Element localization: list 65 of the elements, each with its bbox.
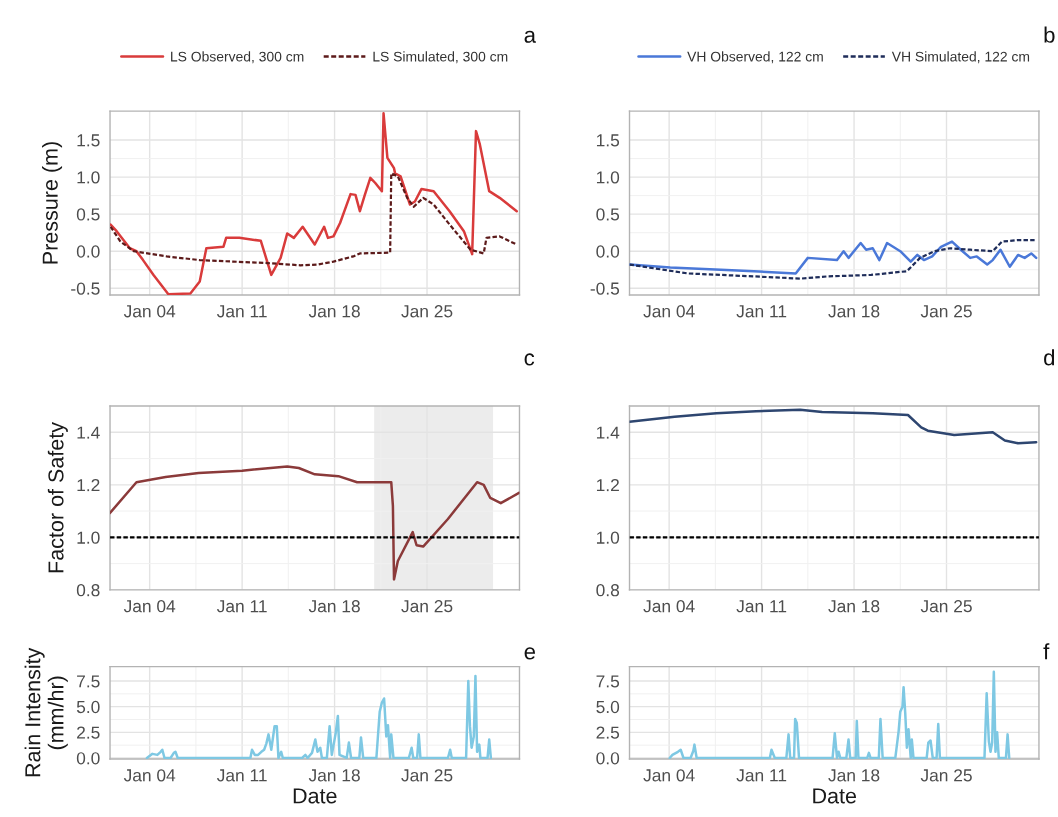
x-tick-label: Jan 04: [643, 600, 695, 613]
y-tick-label: 0.0: [76, 245, 100, 258]
y-tick-label: 0.5: [596, 208, 620, 221]
x-tick-label: Jan 18: [828, 600, 880, 613]
y-axis-title: Factor of Safety: [47, 422, 68, 573]
x-tick-label: Jan 11: [216, 305, 267, 318]
x-tick-label: Jan 18: [308, 600, 360, 613]
y-tick-label: 1.0: [77, 531, 100, 544]
y-tick-label: 5.0: [76, 700, 100, 714]
y-axis-title: Pressure (m): [42, 142, 63, 264]
y-tick-label: 1.2: [77, 479, 100, 492]
chart-title: f: [1043, 643, 1050, 660]
x-tick-label: Jan 04: [643, 769, 695, 782]
x-tick-label: Jan 25: [920, 305, 972, 318]
x-tick-label: Jan 18: [828, 305, 880, 318]
legend-label: LS Observed, 300 cm: [171, 51, 304, 64]
x-tick-label: Jan 04: [123, 305, 176, 318]
legend-label: VH Simulated, 122 cm: [891, 51, 1030, 64]
x-tick-label: Jan 04: [123, 769, 176, 782]
y-tick-label: 1.5: [596, 134, 620, 147]
chart-title: b: [1044, 26, 1055, 43]
y-axis-title: Rain Intensity (mm/hr): [24, 647, 68, 777]
legend-label: LS Simulated, 300 cm: [373, 51, 508, 64]
x-axis-title: Date: [813, 788, 857, 804]
x-tick-label: Jan 11: [216, 769, 267, 782]
y-tick-label: 1.0: [596, 171, 620, 184]
x-tick-label: Jan 11: [736, 769, 787, 782]
x-tick-label: Jan 25: [920, 600, 972, 613]
y-tick-label: 1.5: [77, 134, 100, 147]
x-tick-label: Jan 18: [308, 305, 360, 318]
y-tick-label: 0.5: [76, 208, 100, 221]
y-tick-label: 2.5: [77, 726, 100, 739]
y-tick-label: 0.0: [596, 752, 620, 765]
x-tick-label: Jan 25: [401, 305, 453, 318]
y-tick-label: 5.0: [596, 700, 620, 714]
y-tick-label: 7.5: [77, 675, 100, 688]
y-tick-label: 1.0: [77, 171, 100, 184]
x-tick-label: Jan 11: [736, 305, 787, 318]
y-tick-label: -0.5: [71, 282, 100, 295]
y-tick-label: 1.4: [77, 426, 100, 439]
chart-title: e: [524, 647, 536, 660]
x-tick-label: Jan 25: [401, 600, 453, 613]
y-tick-label: 1.0: [596, 531, 620, 544]
x-tick-label: Jan 04: [123, 600, 176, 613]
chart-title: c: [524, 353, 535, 366]
y-tick-label: 0.0: [76, 752, 100, 765]
x-tick-label: Jan 11: [216, 600, 267, 613]
chart-title: d: [1044, 349, 1055, 366]
x-tick-label: Jan 04: [643, 305, 695, 318]
y-tick-label: -0.5: [590, 282, 620, 295]
y-tick-label: 7.5: [596, 675, 620, 688]
y-tick-label: 1.2: [596, 479, 619, 492]
y-tick-label: 0.8: [596, 584, 620, 597]
x-tick-label: Jan 18: [308, 769, 360, 782]
x-tick-label: Jan 25: [401, 769, 453, 782]
x-axis-title: Date: [293, 788, 337, 804]
legend-label: VH Observed, 122 cm: [687, 51, 823, 64]
y-tick-label: 1.4: [596, 426, 620, 439]
y-tick-label: 0.8: [76, 584, 100, 597]
x-tick-label: Jan 18: [828, 769, 880, 782]
x-tick-label: Jan 11: [736, 600, 787, 613]
chart-title: a: [524, 30, 536, 43]
y-tick-label: 0.0: [596, 245, 620, 258]
x-tick-label: Jan 25: [920, 769, 972, 782]
y-tick-label: 2.5: [596, 726, 620, 739]
